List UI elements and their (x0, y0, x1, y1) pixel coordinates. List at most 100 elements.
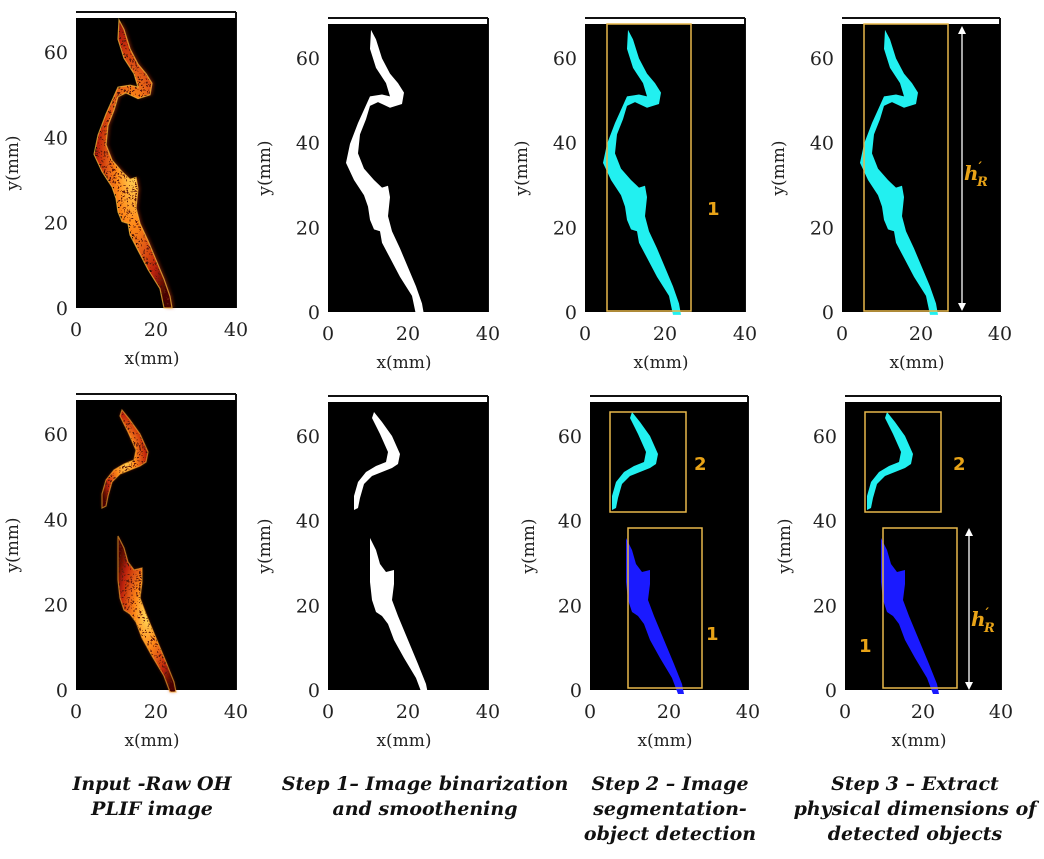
caption-input: Input -Raw OH PLIF image (72, 773, 232, 820)
x-tick-label: 0 (836, 323, 848, 345)
y-tick-label: 40 (553, 133, 577, 155)
y-tick-label: 40 (558, 511, 582, 533)
object-label-2: 2 (953, 454, 966, 475)
axes-panel-6: 0 20 40 60 0 20 40 x(mm) y(mm) (255, 395, 500, 751)
caption-step3: Step 3 – Extract physical dimensions of … (793, 773, 1037, 845)
y-axis-label: y(mm) (512, 140, 532, 196)
x-tick-label: 0 (322, 323, 334, 345)
x-axis-label: x(mm) (124, 731, 179, 751)
y-tick-label: 20 (44, 213, 68, 235)
x-tick-label: 20 (396, 323, 420, 345)
image-background (845, 402, 1001, 690)
x-tick-label: 20 (396, 701, 420, 723)
panel-dimensions-top: h′ R (842, 23, 1000, 315)
caption-step1: Step 1– Image binarization and smootheni… (281, 773, 569, 820)
y-axis-label: y(mm) (255, 518, 275, 574)
y-tick-label: 20 (553, 217, 577, 239)
x-tick-label: 40 (989, 701, 1013, 723)
y-tick-label: 20 (810, 217, 834, 239)
y-tick-label: 0 (570, 680, 582, 702)
y-tick-label: 60 (813, 426, 837, 448)
y-tick-label: 60 (296, 426, 320, 448)
y-tick-label: 0 (565, 302, 577, 324)
y-tick-label: 40 (810, 133, 834, 155)
x-tick-label: 20 (909, 323, 933, 345)
y-tick-label: 40 (813, 511, 837, 533)
x-axis-label: x(mm) (633, 353, 688, 373)
x-axis-label: x(mm) (889, 353, 944, 373)
y-tick-label: 0 (825, 680, 837, 702)
x-tick-label: 40 (476, 701, 500, 723)
x-tick-label: 0 (579, 323, 591, 345)
y-tick-label: 60 (44, 424, 68, 446)
x-tick-label: 20 (653, 323, 677, 345)
x-tick-label: 0 (839, 701, 851, 723)
y-tick-label: 0 (308, 680, 320, 702)
axes-panel-1: 0 20 40 60 0 20 40 x(mm) y(mm) (3, 11, 248, 369)
y-tick-label: 0 (56, 680, 68, 702)
bounding-box-2 (864, 411, 942, 513)
x-tick-label: 40 (988, 323, 1012, 345)
y-tick-label: 60 (553, 48, 577, 70)
x-tick-label: 40 (476, 323, 500, 345)
y-tick-label: 0 (822, 302, 834, 324)
x-tick-label: 0 (70, 701, 82, 723)
x-tick-label: 20 (144, 701, 168, 723)
x-tick-label: 20 (144, 319, 168, 341)
y-tick-label: 40 (296, 133, 320, 155)
y-tick-label: 60 (558, 426, 582, 448)
object-label-1: 1 (706, 624, 719, 645)
bounding-box-1 (606, 23, 692, 312)
y-tick-label: 20 (296, 217, 320, 239)
bounding-box-2 (609, 411, 687, 513)
y-tick-label: 20 (813, 595, 837, 617)
x-axis-label: x(mm) (376, 731, 431, 751)
x-axis-label: x(mm) (637, 731, 692, 751)
y-tick-label: 60 (44, 42, 68, 64)
x-tick-label: 0 (70, 319, 82, 341)
image-background (590, 402, 748, 690)
x-tick-label: 40 (733, 323, 757, 345)
panel-binarized-bottom (328, 402, 488, 694)
x-tick-label: 20 (657, 701, 681, 723)
height-label: h′ R (964, 160, 988, 190)
x-tick-label: 0 (584, 701, 596, 723)
y-axis-label: y(mm) (519, 518, 539, 574)
height-label: h′ R (971, 606, 995, 636)
height-arrow (965, 528, 973, 690)
y-tick-label: 0 (308, 302, 320, 324)
x-tick-label: 40 (224, 701, 248, 723)
x-tick-label: 20 (911, 701, 935, 723)
axes-panel-5: 0 20 40 60 0 20 40 x(mm) y(mm) (3, 393, 248, 751)
y-axis-label: y(mm) (775, 518, 795, 574)
object-label-1: 1 (859, 636, 872, 657)
bounding-box-1 (863, 23, 949, 312)
x-axis-label: x(mm) (891, 731, 946, 751)
caption-step2: Step 2 – Image segmentation- object dete… (583, 773, 757, 845)
y-axis-label: y(mm) (3, 517, 23, 573)
panel-raw-plif-top (76, 18, 236, 309)
object-label-1: 1 (707, 199, 720, 220)
y-tick-label: 40 (296, 511, 320, 533)
x-axis-label: x(mm) (124, 349, 179, 369)
y-tick-label: 60 (296, 48, 320, 70)
object-label-2: 2 (694, 454, 707, 475)
y-tick-label: 20 (296, 595, 320, 617)
x-tick-label: 40 (736, 701, 760, 723)
x-axis-label: x(mm) (376, 353, 431, 373)
x-tick-label: 0 (322, 701, 334, 723)
axes-panel-8: 0 20 40 60 0 20 40 x(mm) y(mm) (775, 395, 1013, 751)
y-axis-label: y(mm) (769, 140, 789, 196)
panel-raw-plif-bottom (76, 400, 236, 693)
y-tick-label: 20 (44, 595, 68, 617)
y-tick-label: 40 (44, 509, 68, 531)
axes-panel-3: 0 20 40 60 0 20 40 x(mm) y(mm) (512, 17, 757, 373)
y-axis-label: y(mm) (3, 135, 23, 191)
y-tick-label: 40 (44, 127, 68, 149)
height-arrow (958, 26, 966, 311)
panel-segmented-bottom: 2 1 (590, 402, 748, 694)
bounding-box-1 (882, 527, 958, 689)
x-tick-label: 40 (224, 319, 248, 341)
y-tick-label: 0 (56, 298, 68, 320)
